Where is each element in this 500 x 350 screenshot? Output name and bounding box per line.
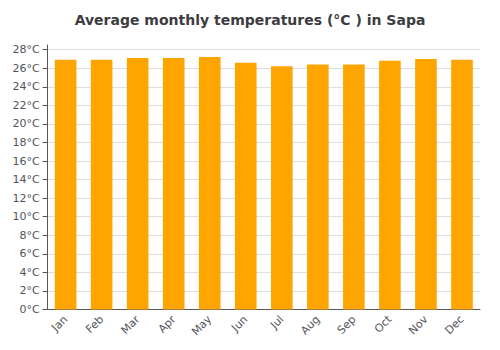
svg-text:Aug: Aug xyxy=(298,313,322,337)
svg-text:16°C: 16°C xyxy=(12,155,39,168)
svg-text:28°C: 28°C xyxy=(12,43,39,56)
svg-text:Apr: Apr xyxy=(156,313,179,336)
svg-text:Nov: Nov xyxy=(406,313,431,338)
svg-text:10°C: 10°C xyxy=(12,210,39,223)
svg-text:Oct: Oct xyxy=(372,312,395,335)
svg-text:Jul: Jul xyxy=(267,313,286,332)
svg-text:Mar: Mar xyxy=(118,313,142,337)
svg-text:18°C: 18°C xyxy=(12,136,39,149)
svg-text:May: May xyxy=(189,313,215,339)
svg-text:26°C: 26°C xyxy=(12,62,39,75)
svg-text:Dec: Dec xyxy=(442,313,466,337)
svg-text:Average monthly temperatures (: Average monthly temperatures (°C ) in Sa… xyxy=(75,12,426,28)
svg-text:6°C: 6°C xyxy=(19,247,39,260)
svg-text:Feb: Feb xyxy=(83,313,106,336)
svg-text:Jun: Jun xyxy=(228,313,250,335)
svg-text:12°C: 12°C xyxy=(12,192,39,205)
svg-text:Jan: Jan xyxy=(48,313,70,335)
svg-text:0°C: 0°C xyxy=(19,303,39,316)
svg-text:8°C: 8°C xyxy=(19,229,39,242)
svg-text:22°C: 22°C xyxy=(12,99,39,112)
svg-text:24°C: 24°C xyxy=(12,80,39,93)
svg-text:20°C: 20°C xyxy=(12,117,39,130)
svg-text:2°C: 2°C xyxy=(19,284,39,297)
svg-text:Sep: Sep xyxy=(335,313,359,337)
svg-text:4°C: 4°C xyxy=(19,266,39,279)
svg-text:14°C: 14°C xyxy=(12,173,39,186)
